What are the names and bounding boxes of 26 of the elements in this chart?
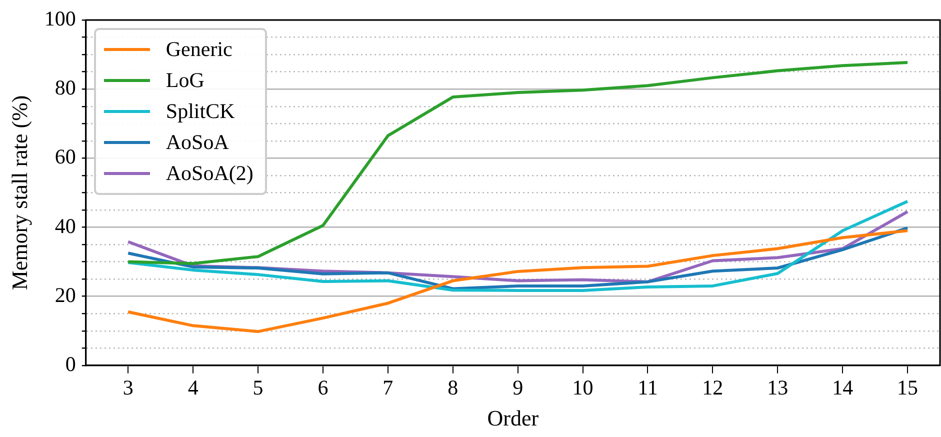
y-tick-label: 80	[54, 76, 76, 100]
x-axis-title: Order	[487, 406, 540, 431]
y-tick-label: 40	[54, 214, 76, 238]
y-tick-label: 0	[65, 352, 76, 376]
x-tick-label: 5	[252, 376, 264, 400]
x-tick-label: 9	[512, 376, 524, 400]
x-tick-label: 7	[382, 376, 394, 400]
x-tick-label: 6	[318, 376, 328, 400]
x-tick-label: 11	[638, 376, 658, 400]
x-tick-label: 3	[122, 376, 134, 400]
y-tick-label: 100	[44, 6, 76, 31]
legend-label: SplitCK	[166, 99, 235, 124]
legend-label: AoSoA(2)	[166, 161, 254, 186]
x-tick-label: 4	[188, 376, 199, 400]
legend-label: AoSoA	[166, 130, 229, 155]
x-tick-label: 13	[767, 376, 788, 400]
x-tick-label: 10	[572, 376, 594, 400]
legend-label: Generic	[166, 37, 232, 62]
y-axis-title: Memory stall rate (%)	[6, 95, 32, 290]
y-tick-label: 20	[54, 282, 76, 307]
y-tick-label: 60	[54, 144, 76, 169]
legend-label: LoG	[166, 68, 204, 93]
x-tick-label: 15	[897, 376, 918, 400]
x-tick-label: 14	[832, 376, 854, 400]
x-tick-label: 12	[702, 376, 724, 400]
x-tick-label: 8	[448, 376, 458, 400]
